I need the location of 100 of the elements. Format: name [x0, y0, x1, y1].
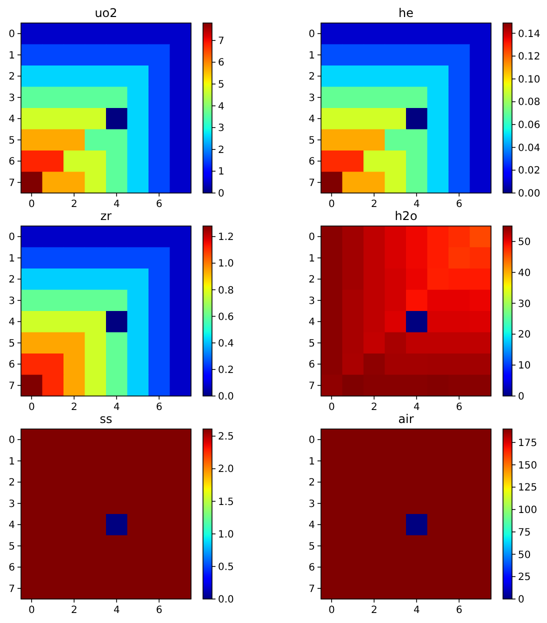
x-tick-label: 6 [456, 605, 462, 616]
y-tick-label: 6 [308, 562, 315, 574]
y-tick-label: 3 [308, 498, 315, 510]
color-bar-label: 20 [518, 330, 531, 341]
y-tick-label: 3 [8, 296, 15, 307]
y-tick-label: 7 [8, 584, 15, 595]
y-tick-label: 2 [8, 72, 15, 83]
y-tick-label: 5 [308, 338, 315, 350]
color-bar-label: 0.0 [218, 392, 234, 402]
y-tick-label: 7 [308, 584, 315, 595]
color-bar-label: 1.0 [218, 258, 234, 270]
chart-title: uo2 [94, 6, 118, 20]
color-bar-label: 0.6 [218, 312, 234, 323]
y-tick-label: 5 [308, 135, 315, 146]
y-tick-label: 5 [8, 541, 15, 552]
color-bar-label: 4 [218, 101, 224, 112]
color-bar-label: 0 [218, 188, 224, 200]
color-bar-label: 2 [218, 144, 224, 156]
y-tick-label: 6 [8, 156, 15, 168]
color-bar-label: 40 [518, 268, 531, 279]
x-tick-label: 2 [370, 402, 378, 413]
y-tick-label: 1 [8, 253, 15, 264]
color-bar-label: 0.14 [518, 28, 540, 40]
color-bar-label: 0.12 [518, 52, 540, 63]
color-bar-label: 10 [518, 360, 531, 372]
color-bar-label: 5 [218, 80, 224, 91]
color-bar-label: 0.10 [518, 74, 540, 86]
y-tick-label: 2 [308, 274, 315, 286]
color-bar-label: 0.5 [218, 562, 234, 573]
color-bar-label: 1.5 [218, 496, 234, 508]
y-tick-label: 3 [8, 92, 15, 104]
color-bar-label: 50 [518, 550, 531, 561]
y-tick-label: 0 [8, 29, 15, 40]
color-bar-label: 0.04 [518, 142, 540, 154]
color-bar-label: 100 [518, 505, 538, 516]
y-tick-label: 5 [308, 541, 315, 552]
x-tick-label: 0 [328, 402, 335, 413]
x-tick-label: 4 [113, 402, 120, 413]
x-tick-label: 6 [156, 402, 162, 413]
y-tick-label: 3 [8, 498, 15, 510]
y-tick-label: 2 [8, 478, 15, 489]
color-bar-label: 175 [518, 438, 538, 449]
color-bar-label: 0.06 [518, 120, 540, 132]
y-tick-label: 6 [308, 360, 315, 371]
x-tick-label: 4 [113, 199, 120, 210]
color-bar-label: 7 [218, 36, 224, 47]
color-bar-label: 0.8 [218, 285, 234, 296]
color-bar-label: 1 [218, 166, 224, 178]
y-tick-label: 7 [8, 178, 15, 189]
y-tick-label: 4 [308, 114, 315, 126]
color-bar-label: 75 [518, 527, 531, 538]
color-bar-label: 50 [518, 236, 531, 248]
x-tick-label: 2 [370, 199, 378, 210]
color-bar-label: 0.02 [518, 166, 540, 177]
x-tick-label: 6 [156, 605, 162, 616]
x-tick-label: 0 [28, 402, 35, 413]
y-tick-label: 7 [308, 178, 315, 189]
x-tick-label: 4 [413, 605, 420, 616]
x-tick-label: 4 [113, 605, 120, 616]
color-bar-label: 6 [218, 58, 224, 69]
y-tick-label: 5 [8, 338, 15, 350]
y-tick-label: 4 [308, 520, 315, 532]
color-bar-label: 30 [518, 298, 531, 310]
y-tick-label: 1 [8, 456, 15, 468]
y-tick-label: 6 [308, 156, 315, 168]
y-tick-label: 3 [308, 92, 315, 104]
y-tick-label: 2 [308, 478, 315, 489]
color-bar-label: 0 [518, 594, 524, 606]
x-tick-label: 4 [413, 199, 420, 210]
y-tick-label: 4 [8, 317, 15, 328]
x-tick-label: 6 [456, 402, 462, 413]
color-bar-label: 125 [518, 482, 538, 494]
x-tick-label: 2 [70, 605, 78, 616]
y-tick-label: 0 [308, 232, 315, 244]
y-tick-label: 4 [8, 114, 15, 126]
color-bar-label: 0.08 [518, 97, 540, 108]
color-bar-label: 2.0 [218, 464, 234, 476]
color-bar-label: 0.2 [218, 364, 234, 376]
color-bar-label: 1.0 [218, 529, 234, 540]
y-tick-label: 2 [8, 274, 15, 286]
x-tick-label: 6 [156, 199, 162, 210]
chart-title: h2o [394, 209, 418, 223]
x-tick-label: 2 [370, 605, 378, 616]
y-tick-label: 1 [308, 253, 315, 264]
color-bar-label: 0.00 [518, 188, 540, 200]
x-tick-label: 0 [328, 199, 335, 210]
y-tick-label: 5 [8, 135, 15, 146]
y-tick-label: 2 [308, 72, 315, 83]
y-tick-label: 0 [308, 29, 315, 40]
y-tick-label: 7 [8, 380, 15, 392]
y-tick-label: 4 [8, 520, 15, 532]
chart-title: he [398, 6, 414, 20]
x-tick-label: 2 [70, 199, 78, 210]
x-tick-label: 6 [456, 199, 462, 210]
x-tick-label: 2 [70, 402, 78, 413]
y-tick-label: 6 [8, 360, 15, 371]
color-bar-label: 0 [518, 392, 524, 402]
y-tick-label: 0 [8, 232, 15, 244]
color-bar-label: 150 [518, 460, 538, 472]
chart-title: air [398, 412, 414, 426]
